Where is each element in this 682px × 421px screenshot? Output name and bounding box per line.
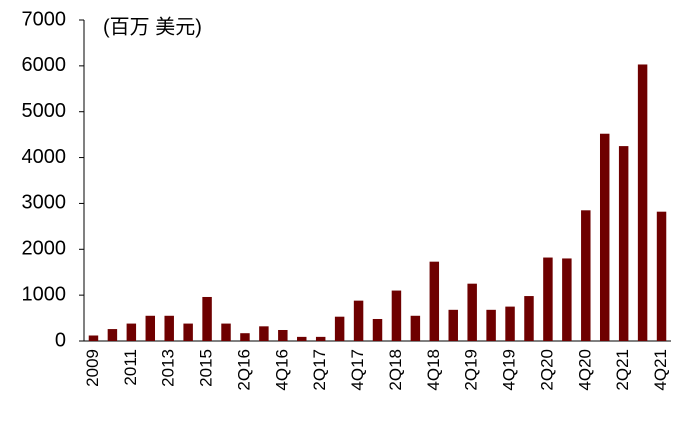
y-tick-label: 7000 bbox=[22, 8, 67, 30]
x-tick-label: 2009 bbox=[83, 349, 102, 387]
bar bbox=[221, 323, 231, 341]
bar bbox=[183, 323, 193, 341]
y-tick-label: 1000 bbox=[22, 283, 67, 305]
bar bbox=[391, 290, 402, 341]
bar bbox=[88, 335, 99, 341]
bar bbox=[448, 309, 458, 341]
x-tick-label: 4Q20 bbox=[575, 349, 594, 391]
y-tick-label: 4000 bbox=[22, 146, 67, 168]
bar bbox=[599, 133, 610, 341]
x-tick-label: 2Q20 bbox=[537, 349, 556, 391]
bar bbox=[315, 336, 326, 341]
bar bbox=[656, 211, 667, 341]
bar bbox=[486, 309, 496, 341]
bar bbox=[562, 258, 572, 341]
bar bbox=[543, 257, 553, 341]
bar bbox=[353, 300, 364, 341]
x-tick-label: 4Q19 bbox=[500, 349, 519, 391]
y-tick-label: 2000 bbox=[22, 238, 67, 260]
y-tick-label: 6000 bbox=[22, 54, 67, 76]
bar bbox=[126, 323, 137, 341]
y-tick-label: 5000 bbox=[22, 100, 67, 122]
bar bbox=[637, 64, 648, 341]
bar bbox=[505, 306, 515, 341]
bar bbox=[524, 296, 534, 341]
bar bbox=[297, 336, 307, 341]
bar bbox=[278, 329, 288, 341]
bar bbox=[164, 315, 174, 341]
bar bbox=[429, 261, 440, 341]
x-tick-label: 4Q17 bbox=[348, 349, 367, 391]
x-tick-label: 2Q18 bbox=[386, 349, 405, 391]
bar bbox=[618, 146, 629, 341]
y-tick-label: 3000 bbox=[22, 192, 67, 214]
y-tick-label: 0 bbox=[55, 329, 66, 351]
unit-annotation: (百万 美元) bbox=[103, 15, 202, 38]
x-tick-label: 2013 bbox=[159, 349, 178, 387]
x-tick-label: 4Q16 bbox=[272, 349, 291, 391]
bar bbox=[259, 326, 269, 341]
bar bbox=[202, 296, 212, 341]
bar bbox=[410, 315, 421, 341]
x-tick-label: 2Q16 bbox=[234, 349, 253, 391]
bar bbox=[581, 210, 591, 341]
x-tick-label: 2011 bbox=[121, 349, 140, 386]
bar bbox=[334, 316, 345, 341]
x-tick-label: 2015 bbox=[197, 349, 216, 387]
bar bbox=[107, 329, 118, 341]
x-tick-label: 4Q21 bbox=[651, 349, 670, 391]
bar bbox=[145, 315, 156, 341]
x-tick-label: 4Q18 bbox=[424, 349, 443, 391]
bar bbox=[467, 283, 477, 341]
bar bbox=[372, 318, 383, 341]
x-tick-label: 2Q19 bbox=[462, 349, 481, 391]
x-tick-label: 2Q17 bbox=[310, 349, 329, 391]
bar bbox=[240, 333, 250, 341]
x-tick-label: 2Q21 bbox=[613, 349, 632, 391]
